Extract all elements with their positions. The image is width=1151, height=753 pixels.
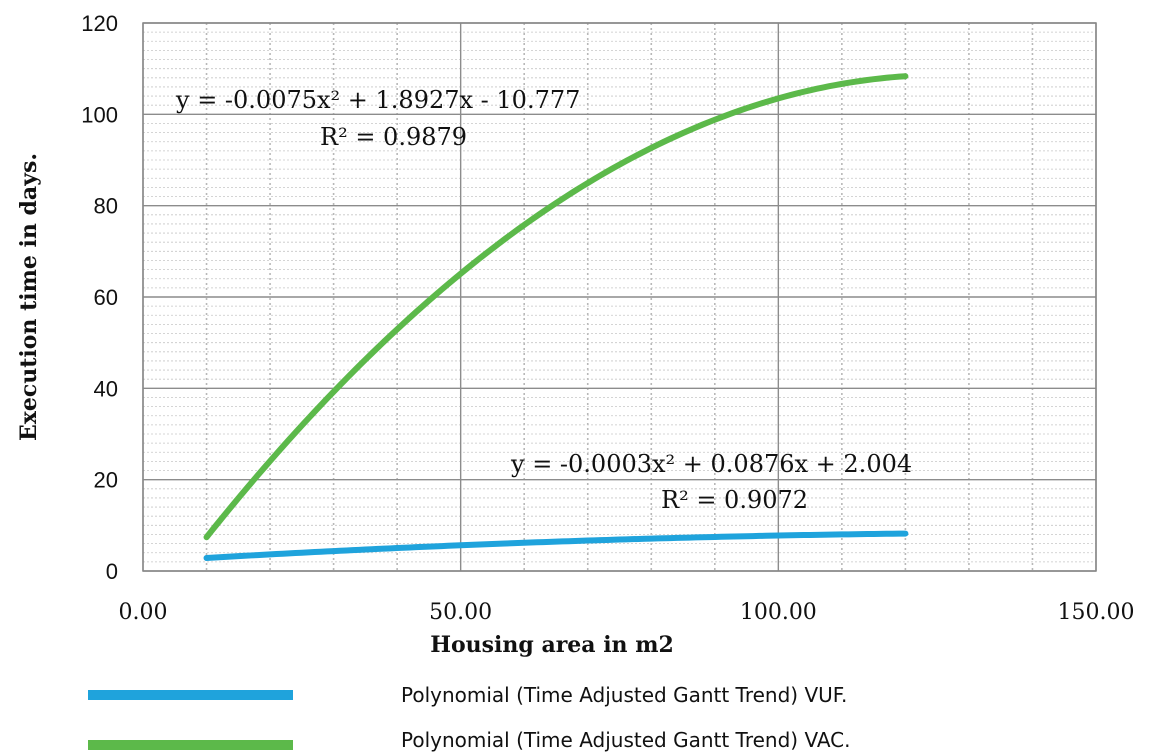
legend-label-vuf: Polynomial (Time Adjusted Gantt Trend) V… bbox=[401, 683, 847, 707]
y-tick-label: 0 bbox=[106, 559, 118, 584]
y-axis-title: Execution time in days. bbox=[16, 153, 42, 441]
x-tick-label: 100.00 bbox=[740, 600, 817, 625]
y-tick-label: 60 bbox=[94, 285, 118, 310]
legend-swatch-vac bbox=[88, 740, 293, 750]
x-tick-label: 0.00 bbox=[119, 600, 168, 625]
series-line-1 bbox=[203, 73, 909, 541]
x-tick-label: 150.00 bbox=[1058, 600, 1135, 625]
vuf-equation-label: y = -0.0003x² + 0.0876x + 2.004 bbox=[510, 450, 912, 478]
vac-equation-label: y = -0.0075x² + 1.8927x - 10.777 bbox=[175, 86, 580, 114]
y-tick-label: 80 bbox=[94, 194, 118, 219]
y-tick-label: 20 bbox=[94, 468, 118, 493]
vac-r2-label: R² = 0.9879 bbox=[320, 123, 467, 151]
y-tick-label: 40 bbox=[94, 376, 118, 401]
legend-label-vac: Polynomial (Time Adjusted Gantt Trend) V… bbox=[401, 728, 851, 752]
legend-swatch-vuf bbox=[88, 690, 293, 700]
x-axis-title: Housing area in m2 bbox=[430, 632, 674, 658]
x-tick-label: 50.00 bbox=[429, 600, 492, 625]
y-tick-label: 120 bbox=[81, 11, 118, 36]
plot-border bbox=[142, 22, 1097, 572]
series-layer bbox=[203, 73, 909, 561]
series-line-0 bbox=[203, 530, 909, 561]
vuf-r2-label: R² = 0.9072 bbox=[661, 486, 808, 514]
y-tick-label: 100 bbox=[81, 102, 118, 127]
y-axis-ticks: 0 20 40 60 80 100 120 bbox=[81, 11, 118, 584]
x-axis-ticks: 0.00 50.00 100.00 150.00 bbox=[119, 600, 1135, 625]
